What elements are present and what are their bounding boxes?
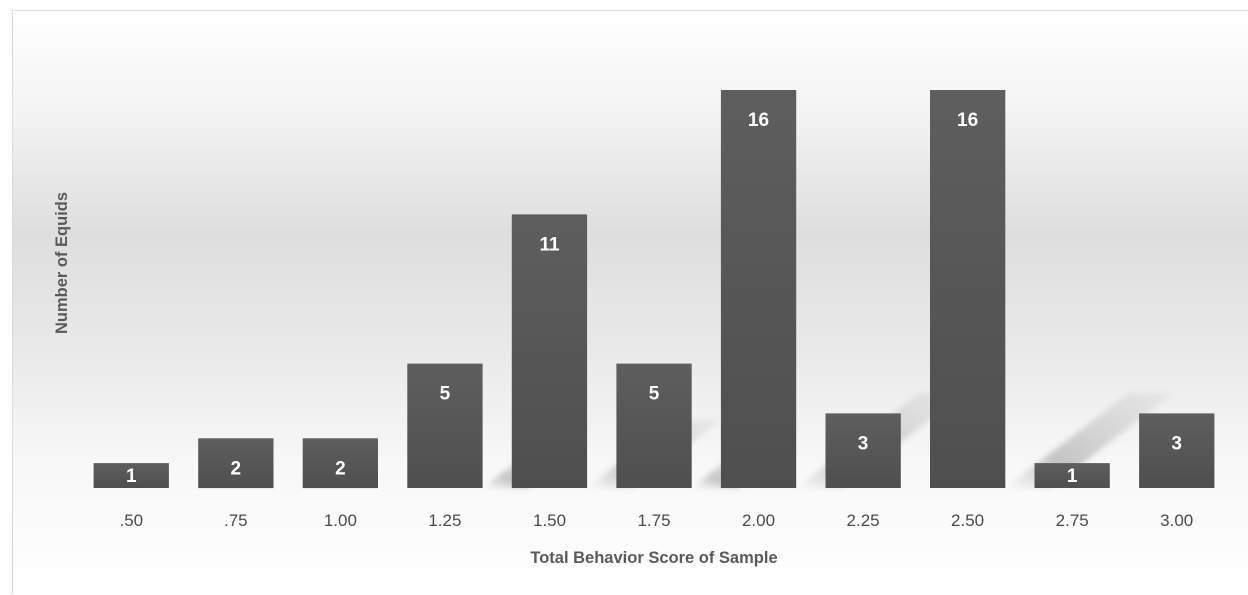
x-axis-tick-labels: .50 .75 1.00 1.25 1.50 1.75 2.00 2.25 2.50 2.75 3.… <box>119 511 1193 530</box>
bar-value-label: 5 <box>440 384 451 405</box>
bar-1p75 <box>616 363 692 488</box>
bar-value-label: 16 <box>748 110 769 131</box>
bar-value-label: 2 <box>231 458 242 479</box>
x-tick-label: 1.50 <box>533 511 566 530</box>
bar-2p75 <box>1034 463 1110 488</box>
bar-value-label: 1 <box>1067 466 1078 487</box>
bar-1p00 <box>302 438 378 489</box>
bar-value-label: 2 <box>335 458 346 479</box>
bar-value-label: 16 <box>957 110 978 131</box>
x-tick-label: 1.75 <box>637 511 670 530</box>
bar-value-labels: 1 2 2 5 11 5 16 3 16 1 3 <box>126 110 1182 487</box>
x-tick-label: 2.00 <box>742 511 775 530</box>
bar-value-label: 1 <box>126 466 137 487</box>
y-axis-title: Number of Equids <box>53 192 71 334</box>
bar-p75 <box>198 438 274 489</box>
x-tick-label: 1.00 <box>324 511 357 530</box>
bar-2p25 <box>825 413 901 488</box>
chart-area: 1 2 2 5 11 5 16 3 16 1 3 .50 .75 1.00 1.25 1.50 1.75 2.0… <box>12 10 1248 594</box>
bar-p50 <box>93 463 169 488</box>
x-tick-label: .75 <box>224 511 248 530</box>
x-tick-label: 3.00 <box>1160 511 1193 530</box>
bar-value-label: 11 <box>539 234 560 255</box>
x-tick-label: .50 <box>119 511 143 530</box>
bar-value-label: 3 <box>1171 433 1182 454</box>
x-tick-label: 2.75 <box>1056 511 1089 530</box>
bar-3p00 <box>1139 413 1215 488</box>
x-tick-label: 2.25 <box>847 511 880 530</box>
bar-value-label: 3 <box>858 433 869 454</box>
x-tick-label: 2.50 <box>951 511 984 530</box>
bars-group <box>93 90 1215 489</box>
bar-chart: 1 2 2 5 11 5 16 3 16 1 3 .50 .75 1.00 1.25 1.50 1.75 2.0… <box>53 90 1215 567</box>
x-tick-label: 1.25 <box>428 511 461 530</box>
bar-2p50 <box>930 90 1006 488</box>
bar-1p25 <box>407 363 483 488</box>
bar-value-label: 5 <box>649 384 660 405</box>
x-axis-title: Total Behavior Score of Sample <box>530 549 777 567</box>
bar-1p50 <box>511 214 588 488</box>
bar-2p00 <box>720 90 797 488</box>
